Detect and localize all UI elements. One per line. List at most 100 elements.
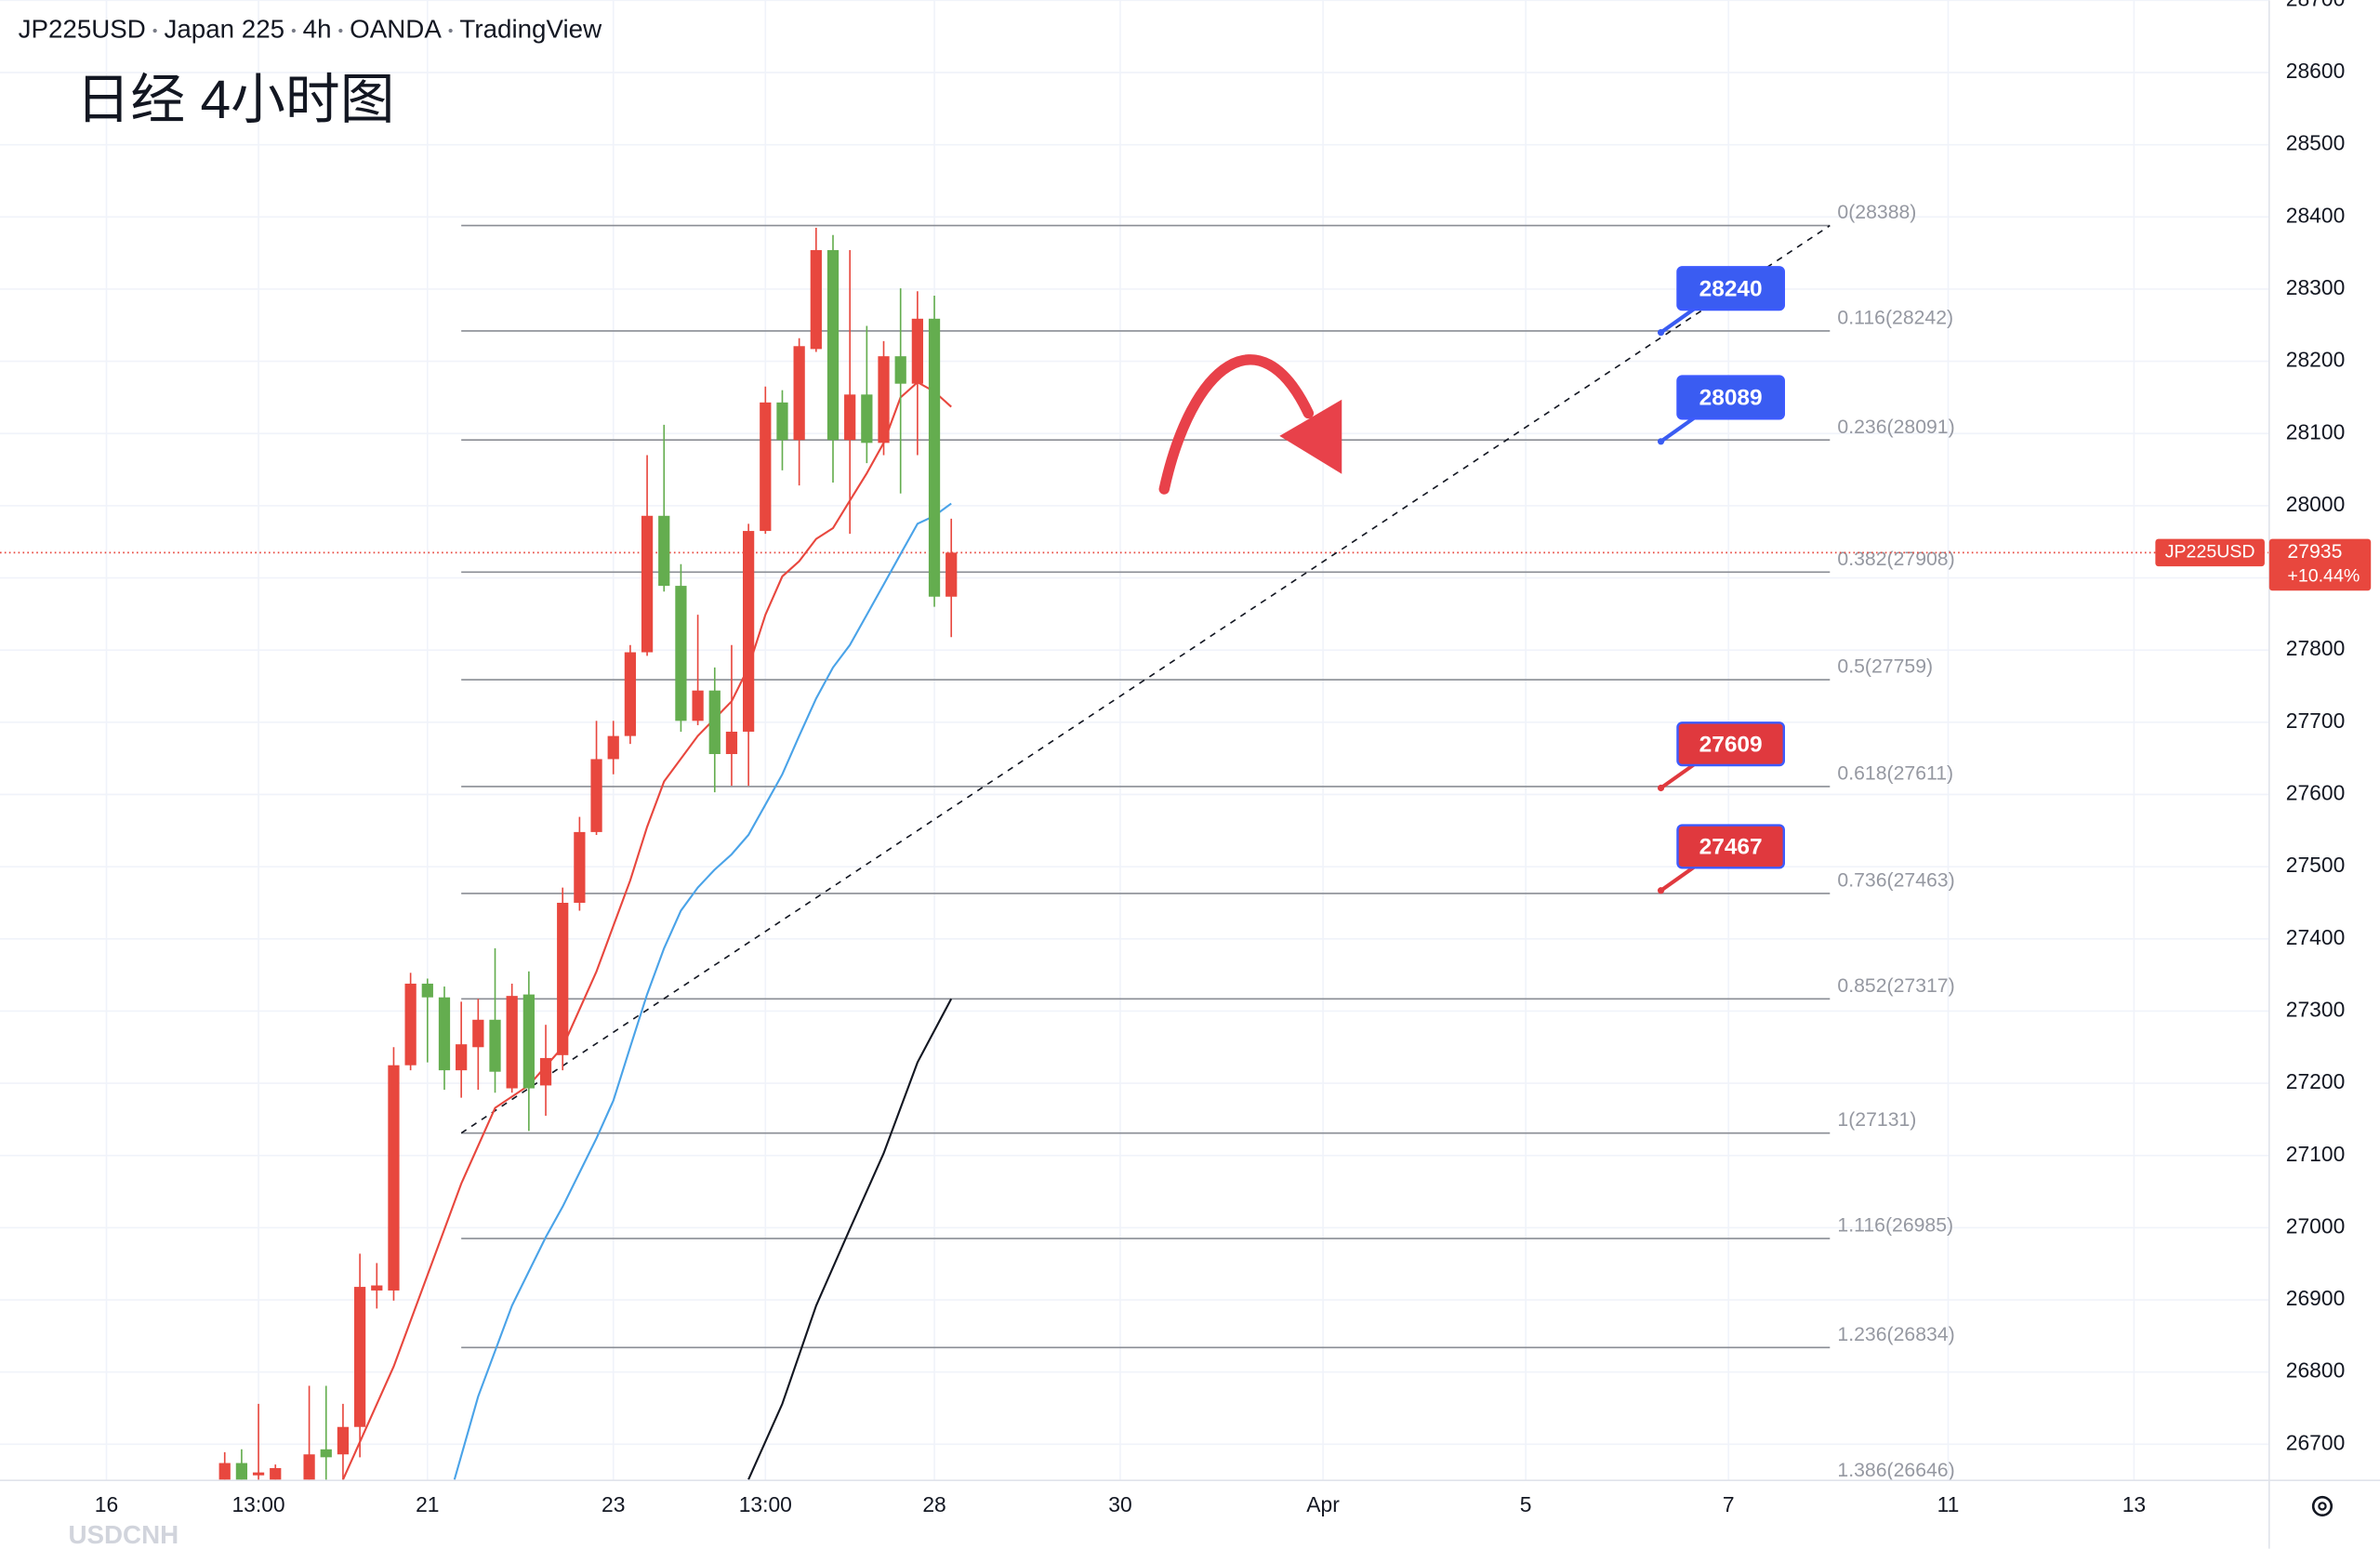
settings-icon[interactable] — [2311, 1495, 2334, 1517]
candle-body — [692, 690, 704, 722]
callout-box — [1676, 824, 1786, 869]
header-item: OANDA — [350, 14, 442, 43]
indicator-line — [453, 502, 952, 1480]
y-tick-label: 27500 — [2286, 853, 2346, 877]
chart-title: 日经 4小时图 — [76, 70, 395, 130]
candle-body — [776, 402, 788, 441]
price-tag-label: 27935 — [2287, 541, 2342, 563]
candle-body — [421, 983, 433, 998]
price-change-label: +10.44% — [2287, 566, 2360, 587]
candle-body — [894, 356, 906, 384]
fib-label: 1.116(26985) — [1837, 1215, 1953, 1237]
x-tick-label: 5 — [1520, 1492, 1532, 1516]
header-separator — [152, 28, 157, 33]
candle-body — [760, 402, 772, 532]
y-tick-label: 27000 — [2286, 1213, 2346, 1238]
candle-body — [793, 346, 805, 441]
y-tick-label: 28100 — [2286, 419, 2346, 444]
candle-body — [878, 356, 890, 444]
callout-label: 27609 — [1699, 732, 1763, 757]
header-separator — [338, 28, 343, 33]
candle-body — [456, 1044, 468, 1071]
callout-box — [1676, 266, 1786, 311]
candle-body — [658, 515, 670, 587]
fib-label: 0.236(28091) — [1837, 417, 1954, 438]
candle-body — [371, 1285, 383, 1291]
candle-body — [506, 996, 518, 1089]
candle-body — [945, 552, 958, 597]
y-tick-label: 27400 — [2286, 925, 2346, 949]
callout-pointer — [1659, 305, 1699, 335]
candle-body — [928, 318, 941, 597]
candle-body — [911, 318, 923, 384]
candle-body — [624, 652, 637, 736]
y-tick-label: 26800 — [2286, 1358, 2346, 1383]
y-tick-label: 28500 — [2286, 131, 2346, 155]
header-item: TradingView — [459, 14, 602, 43]
x-tick-label: 11 — [1937, 1492, 1960, 1516]
candle-body — [590, 759, 602, 832]
fib-label: 1(27131) — [1837, 1109, 1916, 1131]
x-tick-label: 13 — [2122, 1492, 2146, 1516]
x-tick-label: 16 — [95, 1492, 118, 1516]
callout-pointer — [1659, 414, 1699, 444]
callout-pointer — [1659, 863, 1699, 893]
fib-label: 0.618(27611) — [1837, 763, 1953, 785]
candle-body — [539, 1057, 552, 1086]
candle-body — [353, 1287, 366, 1427]
gear-ring[interactable] — [2311, 1495, 2334, 1517]
candle-body — [388, 1065, 400, 1291]
header-separator — [291, 28, 297, 33]
forecast-arrowhead — [1279, 399, 1342, 474]
callout-box — [1676, 375, 1786, 420]
callout-label: 27467 — [1699, 835, 1763, 860]
candle-body — [320, 1449, 332, 1458]
callout-anchor — [1657, 784, 1665, 792]
callout-anchor — [1657, 438, 1665, 445]
callout-anchor — [1657, 328, 1665, 337]
fib-label: 0.736(27463) — [1837, 869, 1954, 891]
candle-body — [725, 731, 738, 755]
fib-label: 0.5(27759) — [1837, 656, 1933, 678]
x-tick-label: 28 — [922, 1492, 945, 1516]
y-tick-label: 28200 — [2286, 348, 2346, 372]
fib-label: 0.116(28242) — [1837, 308, 1953, 329]
candle-body — [810, 250, 822, 350]
x-tick-label: 13:00 — [231, 1492, 284, 1516]
candle-body — [404, 983, 416, 1066]
y-tick-label: 28700 — [2286, 0, 2346, 10]
callout-anchor — [1657, 887, 1665, 894]
fib-label: 0.852(27317) — [1837, 975, 1954, 997]
header-item: JP225USD — [19, 14, 146, 43]
x-tick-label: 23 — [602, 1492, 625, 1516]
price-tag — [2268, 538, 2372, 591]
x-tick-label: 21 — [416, 1492, 439, 1516]
candle-body — [522, 994, 535, 1089]
y-tick-label: 28000 — [2286, 492, 2346, 516]
grid — [0, 0, 2269, 1481]
header-item: 4h — [303, 14, 332, 43]
candle-body — [303, 1454, 315, 1480]
callout-label: 28240 — [1699, 276, 1763, 301]
fib-label: 0.382(27908) — [1837, 549, 1954, 570]
fib-label: 1.386(26646) — [1837, 1460, 1954, 1481]
x-tick-label: 30 — [1108, 1492, 1131, 1516]
y-tick-label: 26900 — [2286, 1286, 2346, 1310]
x-tick-label: Apr — [1306, 1492, 1340, 1516]
y-tick-label: 27700 — [2286, 708, 2346, 733]
y-tick-label: 28600 — [2286, 59, 2346, 83]
candle-body — [337, 1426, 350, 1455]
candle-body — [641, 515, 654, 653]
candle-body — [607, 735, 619, 760]
y-tick-label: 27100 — [2286, 1142, 2346, 1166]
gear-hub[interactable] — [2318, 1502, 2327, 1511]
candle-body — [252, 1472, 265, 1476]
fib-label: 0(28388) — [1837, 202, 1916, 223]
y-tick-label: 27200 — [2286, 1069, 2346, 1093]
header-separator — [448, 28, 453, 33]
candle-body — [438, 997, 451, 1071]
candle-body — [844, 394, 856, 441]
